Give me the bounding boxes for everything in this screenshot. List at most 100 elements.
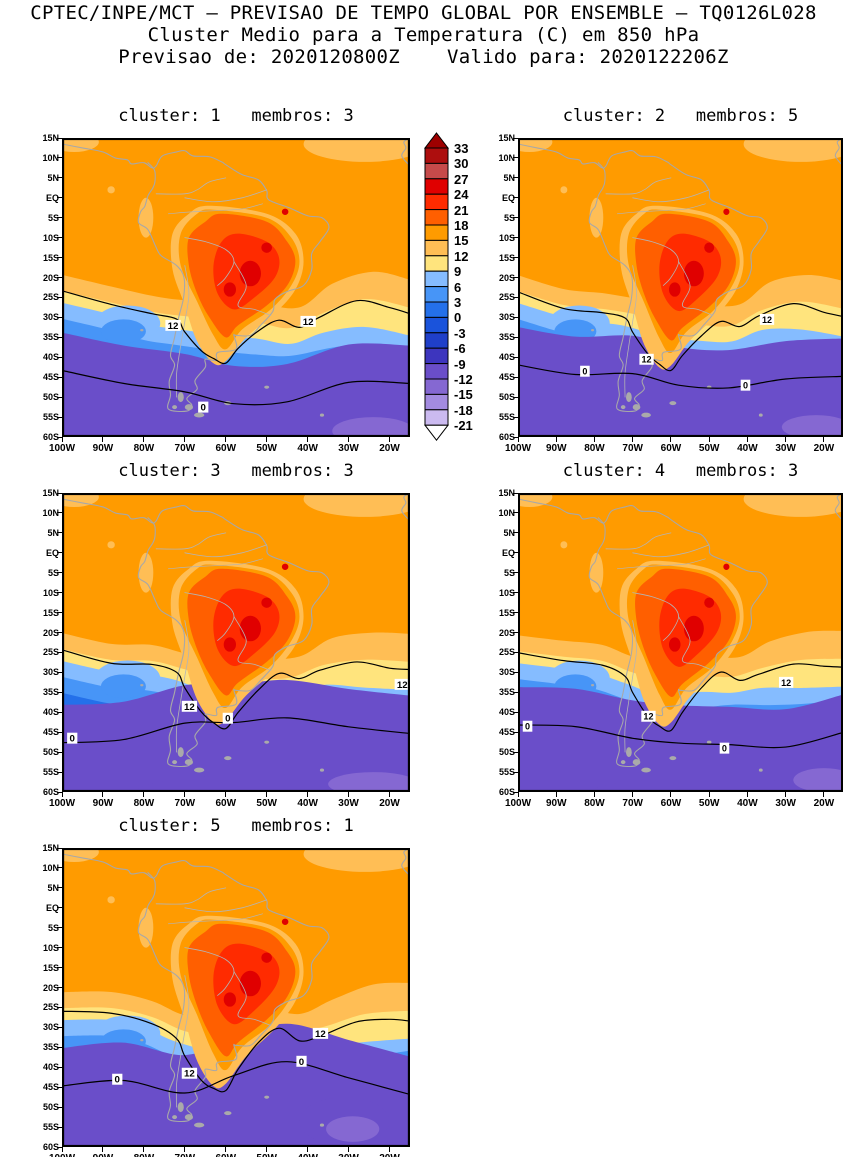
lat-tick (513, 416, 518, 418)
lat-tick (57, 1146, 62, 1148)
lat-label-40S: 40S (498, 352, 515, 363)
temperature-map-cluster-2: 12 12 0 0 (518, 138, 843, 437)
lat-label-5S: 5S (47, 922, 59, 933)
lat-tick (57, 967, 62, 969)
lat-label-60S: 60S (42, 787, 59, 797)
lon-label-50W: 50W (256, 798, 277, 809)
lat-tick (513, 237, 518, 239)
contour-label: 0 (198, 401, 209, 414)
lat-tick (57, 217, 62, 219)
lon-label-40W: 40W (297, 798, 318, 809)
contour-label: 12 (639, 353, 654, 365)
lon-tick (102, 1147, 104, 1152)
lat-label-30S: 30S (42, 667, 59, 678)
lat-label-30S: 30S (498, 667, 515, 678)
svg-text:0: 0 (201, 403, 206, 414)
svg-text:0: 0 (743, 380, 748, 390)
lat-tick (513, 532, 518, 534)
lat-tick (57, 711, 62, 713)
lat-label-45S: 45S (42, 1082, 59, 1093)
lon-label-20W: 20W (379, 798, 400, 809)
lon-tick (389, 437, 391, 442)
lat-label-5S: 5S (503, 212, 515, 223)
lat-label-10N: 10N (42, 862, 59, 873)
lon-label-30W: 30W (775, 798, 796, 809)
lat-tick (57, 257, 62, 259)
lon-label-40W: 40W (290, 1153, 326, 1157)
lat-label-35S: 35S (42, 332, 59, 343)
lat-tick (513, 217, 518, 219)
lat-label-55S: 55S (498, 767, 515, 778)
lat-label-EQ: EQ (45, 902, 59, 913)
lat-tick (513, 296, 518, 298)
legend-value--9: -9 (454, 356, 466, 372)
svg-text:0: 0 (582, 367, 587, 377)
lat-tick (513, 336, 518, 338)
lat-tick (513, 512, 518, 514)
lat-tick (57, 532, 62, 534)
lat-tick (513, 671, 518, 673)
lat-label-50S: 50S (42, 392, 59, 403)
lat-label-20S: 20S (498, 272, 515, 283)
lat-tick (57, 157, 62, 159)
lat-label-40S: 40S (498, 707, 515, 718)
lon-tick (307, 792, 309, 797)
svg-text:0: 0 (115, 1075, 120, 1086)
lon-tick (61, 792, 63, 797)
lon-tick (266, 1147, 268, 1152)
lat-tick (57, 671, 62, 673)
lat-label-20S: 20S (498, 627, 515, 638)
lon-label-20W: 20W (372, 1153, 408, 1157)
lon-label-60W: 60W (215, 798, 237, 809)
lat-label-15N: 15N (42, 843, 59, 853)
lat-tick (513, 751, 518, 753)
lat-tick (513, 197, 518, 199)
lon-tick (266, 792, 268, 797)
lat-tick (57, 396, 62, 398)
lon-tick (184, 437, 186, 442)
svg-text:0: 0 (525, 722, 530, 732)
lat-tick (513, 791, 518, 793)
lon-tick (102, 792, 104, 797)
svg-text:12: 12 (762, 315, 772, 325)
legend-value--15: -15 (454, 387, 473, 403)
legend-value-12: 12 (454, 248, 469, 264)
lon-label-30W: 30W (775, 443, 796, 454)
lat-label-45S: 45S (42, 372, 59, 383)
lat-tick (513, 396, 518, 398)
contour-label: 0 (296, 1055, 307, 1068)
svg-text:12: 12 (184, 1069, 195, 1080)
lon-tick (143, 437, 145, 442)
lat-label-20S: 20S (42, 982, 59, 993)
lon-label-50W: 50W (698, 443, 720, 454)
lat-tick (57, 277, 62, 279)
lat-label-30S: 30S (498, 312, 515, 323)
lon-label-80W: 80W (126, 1153, 162, 1157)
lat-label-35S: 35S (498, 687, 515, 698)
lat-label-60S: 60S (42, 1142, 59, 1152)
contour-label: 12 (312, 1027, 329, 1040)
lon-tick (225, 437, 227, 442)
lon-tick (823, 792, 825, 797)
lat-label-55S: 55S (42, 767, 59, 778)
lon-tick (225, 1147, 227, 1152)
lon-tick (266, 437, 268, 442)
lon-tick (307, 437, 309, 442)
lat-tick (57, 316, 62, 318)
lon-tick (348, 437, 350, 442)
lat-tick (513, 356, 518, 358)
lat-label-35S: 35S (42, 1042, 59, 1053)
contour-label: 12 (394, 678, 410, 691)
lat-label-15S: 15S (42, 962, 59, 973)
lat-tick (57, 1126, 62, 1128)
lat-tick (57, 572, 62, 574)
lon-label-20W: 20W (813, 798, 835, 809)
lat-label-25S: 25S (42, 292, 59, 303)
lat-tick (57, 612, 62, 614)
lon-label-50W: 50W (256, 443, 277, 454)
lon-tick (143, 792, 145, 797)
lat-label-15S: 15S (498, 252, 515, 263)
legend-value-6: 6 (454, 279, 462, 295)
lon-tick (823, 437, 825, 442)
lat-label-5N: 5N (503, 172, 515, 183)
